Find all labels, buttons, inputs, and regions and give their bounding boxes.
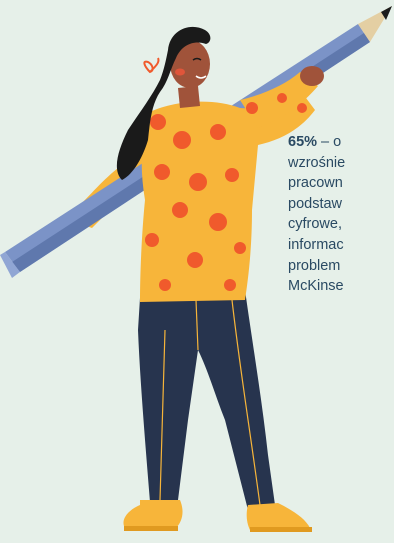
- stat-line: podstaw: [288, 195, 343, 212]
- right-shoe-sole: [250, 527, 312, 532]
- sweater-dot: [172, 202, 188, 218]
- stat-line: cyfrowe,: [288, 216, 342, 233]
- cheek: [175, 68, 185, 76]
- stat-line: pracown: [288, 175, 343, 192]
- sweater-dot: [277, 93, 287, 103]
- pants: [138, 290, 275, 510]
- sweater-dot: [225, 168, 239, 182]
- left-shoe-sole: [124, 526, 178, 531]
- face: [170, 40, 210, 88]
- left-shoe: [123, 500, 183, 528]
- sweater-dot: [246, 102, 258, 114]
- stat-percent: 65%: [288, 134, 318, 150]
- hand: [300, 66, 324, 86]
- pencil-end: [0, 252, 20, 278]
- eye: [192, 57, 202, 61]
- sweater-dots: [145, 93, 307, 291]
- stat-line: informac: [288, 236, 344, 253]
- sweater-dot: [189, 173, 207, 191]
- sweater-dot: [210, 124, 226, 140]
- pants-seam: [159, 299, 261, 506]
- stat-line: wzrośnie: [288, 154, 346, 171]
- hair-tie: [143, 57, 160, 74]
- stat-first-line: 65% – o: [288, 132, 394, 153]
- stat-dash: – o: [317, 134, 342, 150]
- sweater-dot: [150, 114, 166, 130]
- stat-line: McKinse: [288, 278, 344, 295]
- sweater-dot: [224, 279, 236, 291]
- sweater-dot: [159, 279, 171, 291]
- stat-line: problem: [288, 257, 341, 274]
- pencil-lead: [381, 6, 392, 20]
- hair: [116, 26, 211, 180]
- sweater-dot: [234, 242, 246, 254]
- sweater-dot: [154, 164, 170, 180]
- neck: [178, 86, 200, 108]
- statistic-text: 65% – o wzrośnie pracown podstaw cyfrowe…: [288, 132, 394, 297]
- sweater-dot: [173, 131, 191, 149]
- sweater-dot: [187, 252, 203, 268]
- sweater-dot: [297, 103, 307, 113]
- right-shoe: [246, 503, 310, 530]
- smile: [195, 75, 207, 79]
- sweater-dot: [145, 233, 159, 247]
- sweater-dot: [209, 213, 227, 231]
